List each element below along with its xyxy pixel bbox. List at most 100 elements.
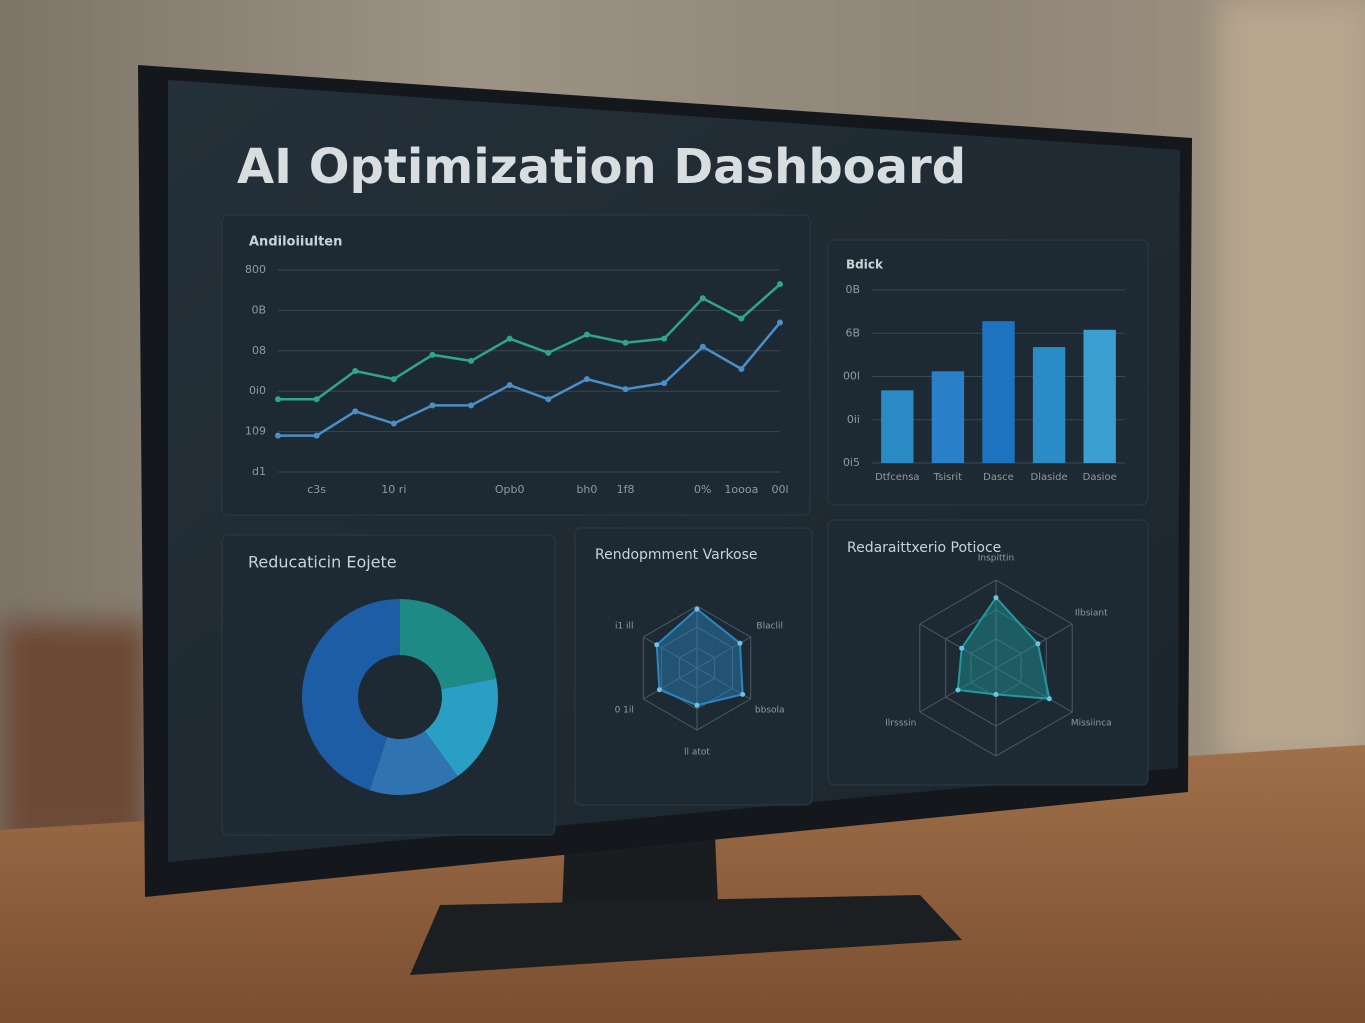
y-tick-label: 0i5 [843, 456, 860, 469]
y-tick-label: 0B [251, 303, 266, 316]
point [777, 281, 783, 288]
stand-base [410, 895, 962, 975]
point [661, 380, 668, 387]
chart-title: Rendopmment Varkose [595, 547, 758, 563]
axis-label: bbsola [755, 706, 785, 716]
x-tick-label: bh0 [576, 483, 597, 496]
axis-label: Ilrsssin [885, 719, 916, 729]
y-tick-label: 6B [845, 326, 860, 339]
point [777, 319, 783, 326]
point [313, 432, 320, 439]
x-tick-label: 10 ri [381, 483, 406, 496]
y-tick-label: 0i0 [249, 384, 266, 397]
point [429, 351, 436, 358]
radar-point [740, 691, 746, 697]
radar-point [737, 640, 743, 646]
x-tick-label: Dlaside [1031, 472, 1068, 483]
point [545, 396, 552, 403]
point [545, 349, 552, 356]
bar [931, 371, 965, 463]
x-tick-label: Dtfcensa [875, 472, 919, 483]
axis-label: Missiinca [1071, 719, 1112, 729]
x-tick-label: Tsisrit [933, 472, 963, 483]
chart-title: Andiloiiulten [249, 235, 342, 250]
point [390, 420, 397, 427]
x-tick-label: 0% [694, 483, 711, 496]
radar-point [694, 702, 700, 708]
chart-title: Reducaticin Eojete [248, 553, 397, 572]
axis-label: Blaclil [756, 622, 783, 632]
chart-title: Redaraittxerio Potioce [847, 540, 1001, 556]
radar-spoke [643, 667, 698, 700]
x-tick-label: Dasce [983, 472, 1014, 483]
radar-point [656, 687, 662, 693]
point [738, 365, 745, 372]
radar-point [654, 642, 660, 648]
pie-slice [302, 599, 400, 791]
radar-spoke [995, 667, 1073, 713]
axis-label: Ilbsiant [1075, 609, 1108, 619]
panel [827, 519, 1149, 786]
point [738, 315, 745, 322]
bar [881, 390, 914, 463]
stand-neck [562, 835, 718, 910]
x-tick-label: Opb0 [495, 483, 525, 496]
pie-slice [400, 599, 497, 690]
line-series [278, 283, 781, 401]
point [583, 331, 590, 338]
x-tick-label: 00l [771, 483, 788, 496]
radar-point [993, 595, 999, 601]
bar [1083, 329, 1116, 463]
pie-slice [424, 678, 498, 777]
radar-point [955, 687, 961, 693]
y-tick-label: 0ii [847, 413, 860, 426]
radar-point [993, 691, 999, 697]
y-tick-label: 00l [843, 370, 860, 383]
point [506, 335, 513, 342]
panel [221, 214, 811, 516]
y-tick-label: 800 [245, 263, 266, 276]
axis-label: i1 ill [615, 622, 634, 632]
radar-point [959, 645, 965, 651]
charts: Andiloiiulten d1 109 0i0 08 0B 800 c3s 10 ri Opb0… [245, 235, 1125, 795]
point [506, 382, 513, 389]
axis-label: 0 1il [615, 706, 634, 716]
pie-slice [369, 730, 458, 795]
radar-point [1035, 641, 1041, 647]
radar-spoke [995, 623, 1073, 669]
radar-point [694, 606, 700, 612]
x-tick-label: 1f8 [617, 483, 635, 496]
axis-label: ll atot [684, 748, 710, 758]
y-tick-label: 08 [252, 344, 266, 357]
point [622, 339, 629, 346]
chart-title: Bdick [846, 258, 884, 272]
point [313, 396, 320, 403]
point [275, 396, 281, 403]
y-tick-label: d1 [252, 465, 266, 478]
x-tick-label: 1oooa [724, 483, 758, 496]
x-tick-label: c3s [307, 483, 326, 496]
point [390, 376, 397, 383]
dashboard-title: AI Optimization Dashboard [237, 139, 966, 195]
point [352, 368, 359, 374]
bar [982, 321, 1015, 463]
radar-spoke [643, 636, 698, 669]
point [699, 343, 706, 350]
point [352, 408, 359, 415]
point [468, 357, 475, 364]
point [429, 402, 436, 409]
x-tick-label: Dasioe [1083, 472, 1117, 483]
point [583, 376, 590, 383]
point [468, 402, 475, 409]
radar-spoke [919, 623, 997, 669]
point [661, 335, 668, 342]
radar-point [1046, 696, 1052, 702]
line-series [278, 321, 781, 437]
axis-label: Inspittin [978, 554, 1015, 564]
y-tick-label: 0B [845, 283, 860, 296]
point [275, 432, 281, 439]
point [622, 386, 629, 393]
bar [1032, 347, 1066, 463]
